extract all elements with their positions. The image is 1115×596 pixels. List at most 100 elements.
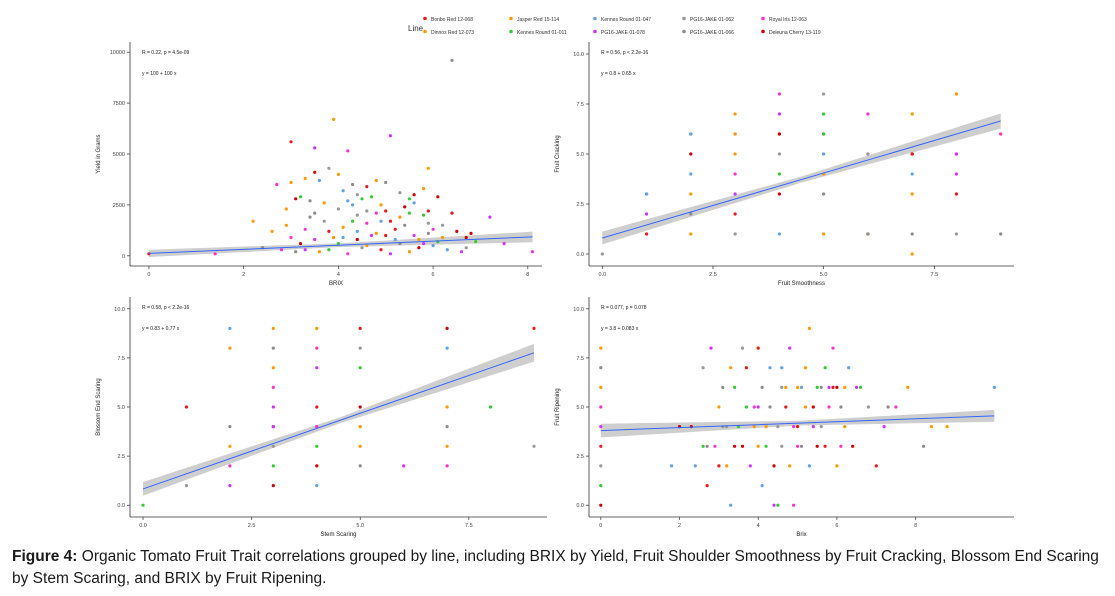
data-point	[351, 219, 355, 223]
stats-annotation: R = 0.077, p = 0.078	[601, 305, 647, 311]
data-point	[729, 366, 733, 370]
legend-label: PG16-JAKE 01-066	[690, 30, 734, 36]
data-point	[822, 232, 826, 236]
data-point	[358, 405, 362, 409]
data-point	[772, 464, 776, 468]
stats-annotation: R = 0.22, p = 4.5e-09	[142, 50, 189, 56]
y-axis-label: Yield in Grams	[96, 134, 102, 173]
data-point	[284, 223, 288, 227]
data-point	[954, 92, 959, 96]
data-point	[768, 405, 772, 409]
x-tick-label: 2.5	[248, 523, 256, 529]
data-point	[760, 385, 764, 389]
data-point	[271, 425, 275, 429]
data-point	[322, 219, 326, 223]
confidence-band	[602, 113, 1001, 245]
data-point	[379, 248, 383, 252]
data-point	[777, 172, 782, 176]
data-point	[788, 346, 792, 350]
legend-label: Jasper Red 15-114	[517, 17, 559, 23]
data-point	[445, 464, 449, 468]
data-point	[784, 385, 788, 389]
data-point	[954, 192, 959, 196]
data-point	[733, 152, 737, 156]
data-point	[874, 464, 878, 468]
legend-marker	[682, 29, 686, 34]
data-point	[815, 385, 819, 389]
data-point	[441, 223, 445, 227]
data-point	[488, 215, 492, 219]
data-point	[796, 444, 800, 448]
chart-figure: Line Bonbo Red 12-068 Jasper Red 15-114 Ke…	[96, 16, 1014, 538]
data-point	[740, 346, 745, 350]
caption-label: Figure 4:	[12, 548, 78, 565]
data-point	[213, 252, 217, 256]
data-point	[645, 212, 649, 216]
data-point	[811, 425, 815, 429]
data-point	[733, 212, 737, 216]
x-tick-label: 6	[432, 272, 435, 278]
caption-text: Organic Tomato Fruit Trait correlations …	[12, 548, 1099, 587]
stats-annotation: y = 0.8 + 0.65 x	[601, 71, 636, 77]
data-point	[303, 248, 307, 252]
data-point	[441, 235, 445, 240]
data-point	[717, 405, 721, 409]
data-point	[445, 248, 449, 252]
x-tick-label: 8	[914, 523, 917, 529]
data-point	[815, 444, 819, 448]
data-point	[701, 444, 705, 448]
data-point	[999, 232, 1003, 236]
data-point	[799, 444, 804, 448]
data-point	[417, 246, 421, 250]
data-point	[882, 425, 886, 429]
data-point	[358, 425, 362, 429]
regression-line	[148, 236, 533, 254]
data-point	[270, 229, 274, 233]
data-point	[945, 425, 949, 429]
data-point	[184, 405, 189, 409]
data-point	[689, 152, 693, 156]
x-tick-label: 2	[678, 523, 681, 529]
data-point	[289, 235, 293, 240]
data-point	[271, 366, 275, 370]
data-point	[599, 503, 603, 507]
x-tick-label: 2	[242, 272, 245, 278]
data-point	[341, 225, 345, 229]
legend-marker	[761, 16, 765, 21]
data-point	[303, 227, 307, 231]
legend-marker	[423, 16, 427, 21]
y-tick-label: 5.0	[576, 152, 584, 158]
stats-annotation: y = 100 + 100 x	[142, 71, 177, 77]
legend-label: Royal Iris 12-063	[769, 17, 807, 23]
data-point	[294, 250, 298, 254]
data-point	[756, 346, 760, 350]
data-point	[748, 464, 752, 468]
data-point	[360, 246, 364, 250]
x-axis-label: BRIX	[329, 281, 343, 287]
data-point	[777, 152, 782, 156]
data-point	[733, 132, 737, 136]
data-point	[822, 192, 826, 196]
data-point	[599, 464, 603, 468]
data-point	[822, 112, 826, 116]
x-tick-label: 0	[599, 523, 602, 529]
data-point	[365, 185, 369, 189]
y-axis-label: Fruit Cracking	[555, 135, 561, 172]
legend-label: PG16-JAKE 01-062	[690, 17, 734, 23]
y-axis-label: Fruit Ripening	[555, 388, 561, 425]
data-point	[693, 464, 697, 468]
figure: Line Bonbo Red 12-068 Jasper Red 15-114 Ke…	[96, 16, 1014, 538]
data-point	[407, 250, 411, 254]
data-point	[807, 326, 812, 330]
data-point	[599, 444, 603, 448]
data-point	[228, 425, 232, 429]
data-point	[756, 444, 760, 448]
data-point	[422, 242, 426, 246]
x-tick-label: 7.5	[465, 523, 473, 529]
y-tick-label: 2.5	[576, 454, 584, 460]
data-point	[599, 366, 603, 370]
chart-panel-3: 0.0 2.5 5.0 7.5 10.0 0.0 2.5 5.0 7.5 Stem Scaring…	[96, 297, 547, 538]
data-point	[315, 444, 319, 448]
data-point	[303, 176, 307, 180]
data-point	[776, 425, 780, 429]
